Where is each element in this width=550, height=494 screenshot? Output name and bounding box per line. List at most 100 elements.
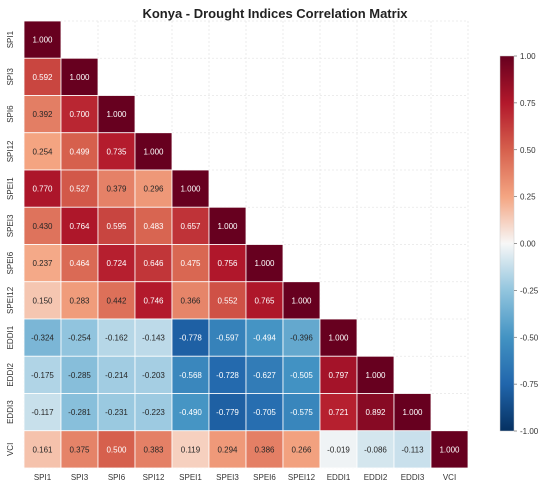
- heatmap-cell-vci-spei6: [245, 430, 284, 469]
- heatmap-cell-eddi2-spi1: [23, 355, 62, 394]
- heatmap-cell-spei3-spi6: [97, 206, 136, 245]
- cell-value-label: -0.214: [105, 371, 128, 380]
- ticks-layer: SPI1 SPI1 SPI3 SPI3 SPI6 SPI6 SPI12 SPI12 SPEI1 S…: [6, 30, 456, 482]
- x-tick-label-spi12: SPI12: [143, 473, 165, 482]
- heatmap-cell-spei1-spi12: [134, 169, 173, 208]
- heatmap-cell-vci-spi1: [23, 430, 62, 469]
- cell-value-label: 0.764: [69, 222, 90, 231]
- cell-value-label: -0.113: [401, 445, 424, 454]
- cell-value-label: 1.000: [180, 185, 201, 194]
- heatmap-cell-spei6-spei6: [245, 244, 284, 283]
- cell-value-label: 1.000: [106, 110, 127, 119]
- cell-value-label: -0.490: [179, 408, 202, 417]
- cell-value-label: 1.000: [69, 73, 90, 82]
- cell-value-label: 0.552: [217, 296, 238, 305]
- heatmap-cell-spei3-spi12: [134, 206, 173, 245]
- heatmap-cell-eddi2-eddi1: [319, 355, 358, 394]
- heatmap-cell-eddi1-spi1: [23, 318, 62, 357]
- cell-value-label: 0.430: [32, 222, 53, 231]
- cell-value-label: 0.296: [143, 185, 164, 194]
- heatmap-cell-eddi1-spi6: [97, 318, 136, 357]
- heatmap-cell-spei3-spei3: [208, 206, 247, 245]
- heatmap-cell-eddi1-spi3: [60, 318, 99, 357]
- cell-value-label: 0.765: [254, 296, 275, 305]
- x-tick-label-vci: VCI: [443, 473, 456, 482]
- heatmap-cell-vci-spei12: [282, 430, 321, 469]
- y-tick-label-eddi1: EDDI1: [6, 325, 15, 349]
- colorbar-gradient: [499, 55, 515, 432]
- heatmap-cell-spei6-spei1: [171, 244, 210, 283]
- heatmap-cell-eddi1-spei12: [282, 318, 321, 357]
- heatmap-cell-vci-spi6: [97, 430, 136, 469]
- x-tick-label-eddi2: EDDI2: [364, 473, 388, 482]
- cell-value-label: 0.527: [69, 185, 90, 194]
- cell-value-label: 0.375: [69, 445, 90, 454]
- cell-value-label: -0.779: [216, 408, 239, 417]
- cell-value-label: 0.592: [32, 73, 53, 82]
- cell-value-label: 0.735: [106, 147, 127, 156]
- cell-value-label: 0.756: [217, 259, 238, 268]
- cell-value-label: 0.283: [69, 296, 90, 305]
- cell-value-label: 1.000: [143, 147, 164, 156]
- cell-value-label: -0.728: [216, 371, 239, 380]
- cell-value-label: -0.324: [31, 334, 54, 343]
- cell-value-label: 0.386: [254, 445, 275, 454]
- heatmap-cell-spei12-spi3: [60, 281, 99, 320]
- cell-value-label: -0.019: [327, 445, 350, 454]
- heatmap-cell-spei1-spi3: [60, 169, 99, 208]
- cell-value-label: -0.223: [142, 408, 165, 417]
- heatmap-cell-vci-eddi2: [356, 430, 395, 469]
- heatmap-cell-eddi1-eddi1: [319, 318, 358, 357]
- cell-value-label: 0.595: [106, 222, 127, 231]
- cell-value-label: -0.254: [68, 334, 91, 343]
- heatmap-cell-eddi2-spi3: [60, 355, 99, 394]
- y-tick-label-eddi3: EDDI3: [6, 400, 15, 424]
- cell-value-label: 0.161: [32, 445, 53, 454]
- cell-value-label: 0.700: [69, 110, 90, 119]
- cell-value-label: 0.237: [32, 259, 53, 268]
- heatmap-cell-eddi1-spei1: [171, 318, 210, 357]
- cell-value-label: 1.000: [291, 296, 312, 305]
- y-tick-label-spi6: SPI6: [6, 105, 15, 123]
- cell-value-label: 0.721: [328, 408, 349, 417]
- cell-value-label: 0.657: [180, 222, 201, 231]
- heatmap-cell-spei12-spi1: [23, 281, 62, 320]
- cell-value-label: 0.383: [143, 445, 164, 454]
- colorbar-tick-label: 1.00: [520, 52, 536, 61]
- cell-value-label: -0.203: [142, 371, 165, 380]
- colorbar-tick-label: -1.00: [520, 427, 539, 436]
- heatmap-cell-spi12-spi12: [134, 132, 173, 171]
- heatmap-cell-spi12-spi3: [60, 132, 99, 171]
- cell-value-label: 0.254: [32, 147, 53, 156]
- cell-value-label: 0.150: [32, 296, 53, 305]
- cell-value-label: -0.778: [179, 334, 202, 343]
- x-tick-label-eddi3: EDDI3: [401, 473, 425, 482]
- cell-value-label: 0.366: [180, 296, 201, 305]
- cell-value-label: 0.294: [217, 445, 238, 454]
- heatmap-cell-eddi2-spei6: [245, 355, 284, 394]
- cell-value-label: 0.442: [106, 296, 127, 305]
- cell-value-label: 1.000: [32, 36, 53, 45]
- heatmap-cell-vci-spei3: [208, 430, 247, 469]
- cell-value-label: -0.285: [68, 371, 91, 380]
- cell-value-label: 0.266: [291, 445, 312, 454]
- heatmap-cell-spi3-spi3: [60, 57, 99, 96]
- colorbar-tick-label: -0.50: [520, 333, 539, 342]
- cell-value-label: 0.379: [106, 185, 127, 194]
- cell-value-label: 1.000: [439, 445, 460, 454]
- heatmap-cell-vci-vci: [430, 430, 469, 469]
- colorbar-tick-label: 0.50: [520, 146, 536, 155]
- cell-value-label: -0.175: [31, 371, 54, 380]
- heatmap-cell-spei1-spei1: [171, 169, 210, 208]
- heatmap-cell-eddi2-spi12: [134, 355, 173, 394]
- colorbar-tick-label: 0.75: [520, 99, 536, 108]
- x-tick-label-spi6: SPI6: [108, 473, 126, 482]
- cell-value-label: 0.483: [143, 222, 164, 231]
- heatmap-cell-spi12-spi1: [23, 132, 62, 171]
- cell-value-label: -0.396: [290, 334, 313, 343]
- cell-value-label: -0.575: [290, 408, 313, 417]
- x-tick-label-spei3: SPEI3: [216, 473, 239, 482]
- cell-value-label: -0.231: [105, 408, 128, 417]
